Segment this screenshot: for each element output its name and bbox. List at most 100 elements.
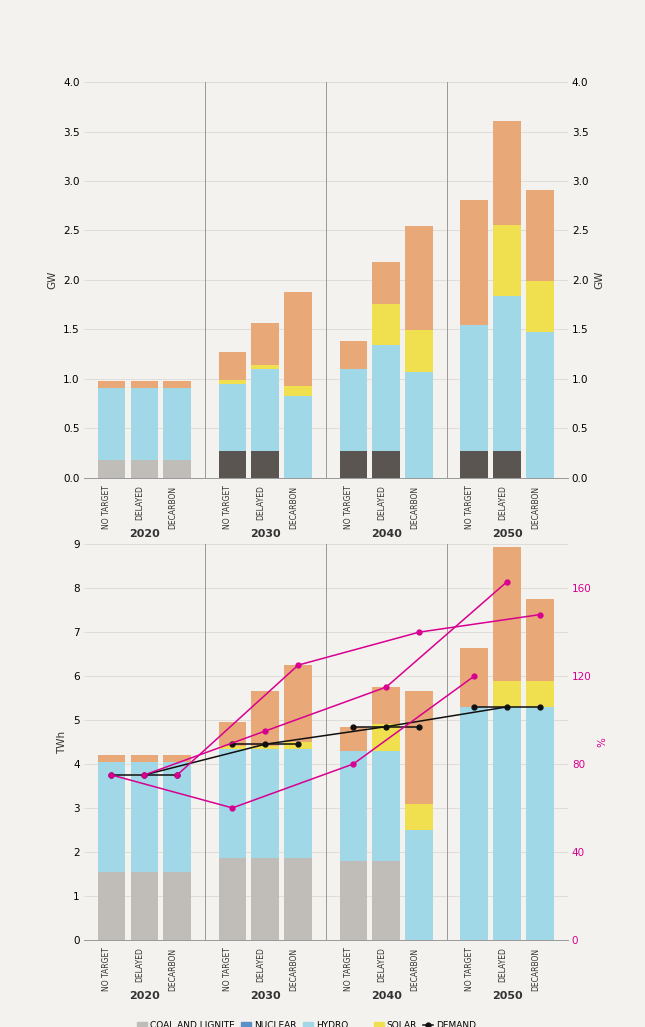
Text: DELAYED: DELAYED	[256, 948, 265, 983]
Text: DELAYED: DELAYED	[135, 486, 144, 521]
Bar	[339, 341, 367, 369]
Bar	[461, 200, 488, 326]
Bar	[461, 451, 488, 478]
Text: DECARBON: DECARBON	[531, 486, 540, 529]
Bar	[252, 859, 279, 940]
Bar	[97, 387, 125, 460]
Bar	[163, 387, 191, 460]
Bar	[284, 749, 312, 859]
Bar	[163, 872, 191, 940]
Bar	[372, 304, 400, 345]
Y-axis label: TWh: TWh	[57, 730, 68, 754]
Bar	[252, 369, 279, 451]
Bar	[526, 681, 554, 707]
Bar	[219, 722, 246, 747]
Bar	[163, 755, 191, 762]
Bar	[252, 365, 279, 369]
Text: NO TARGET: NO TARGET	[103, 948, 112, 991]
Text: NO TARGET: NO TARGET	[465, 948, 474, 991]
Bar	[339, 369, 367, 451]
Text: 2040: 2040	[371, 529, 402, 539]
Bar	[252, 749, 279, 859]
Legend: COAL, LIGNITE / EXISTING, COAL, LIGNITE / NEW, NATURAL GAS / EXISTING, NATURAL G: COAL, LIGNITE / EXISTING, COAL, LIGNITE …	[145, 559, 506, 596]
Bar	[372, 262, 400, 304]
Text: DECARBON: DECARBON	[410, 486, 419, 529]
Text: NO TARGET: NO TARGET	[223, 486, 232, 529]
Bar	[130, 762, 158, 872]
Y-axis label: GW: GW	[48, 271, 57, 289]
Bar	[219, 747, 246, 749]
Bar	[526, 333, 554, 478]
Text: DELAYED: DELAYED	[498, 486, 507, 521]
Bar	[252, 451, 279, 478]
Bar	[219, 451, 246, 478]
Bar	[526, 280, 554, 333]
Text: DELAYED: DELAYED	[377, 486, 386, 521]
Bar	[372, 687, 400, 724]
Bar	[493, 546, 521, 681]
Bar	[405, 372, 433, 478]
Bar	[372, 861, 400, 940]
Text: DELAYED: DELAYED	[135, 948, 144, 983]
Text: 2030: 2030	[250, 529, 281, 539]
Text: NO TARGET: NO TARGET	[344, 486, 353, 529]
Text: DELAYED: DELAYED	[256, 486, 265, 521]
Y-axis label: %: %	[597, 737, 607, 747]
Bar	[97, 755, 125, 762]
Text: NO TARGET: NO TARGET	[465, 486, 474, 529]
Bar	[339, 861, 367, 940]
Bar	[405, 803, 433, 830]
Text: 2030: 2030	[250, 991, 281, 1001]
Text: 2020: 2020	[129, 529, 160, 539]
Bar	[163, 460, 191, 478]
Bar	[284, 385, 312, 395]
Bar	[372, 451, 400, 478]
Bar	[219, 749, 246, 859]
Bar	[97, 460, 125, 478]
Bar	[219, 380, 246, 384]
Bar	[97, 762, 125, 872]
Bar	[405, 830, 433, 940]
Bar	[219, 384, 246, 451]
Text: 2050: 2050	[492, 529, 522, 539]
Bar	[163, 381, 191, 387]
Bar	[97, 381, 125, 387]
Bar	[405, 227, 433, 331]
Bar	[405, 331, 433, 372]
Bar	[219, 859, 246, 940]
Text: NO TARGET: NO TARGET	[103, 486, 112, 529]
Text: 2020: 2020	[129, 991, 160, 1001]
Bar	[130, 460, 158, 478]
Bar	[461, 326, 488, 451]
Bar	[284, 665, 312, 741]
Bar	[493, 451, 521, 478]
Text: DECARBON: DECARBON	[531, 948, 540, 991]
Bar	[493, 681, 521, 707]
Bar	[130, 755, 158, 762]
Bar	[461, 707, 488, 940]
Text: 2050: 2050	[492, 991, 522, 1001]
Text: DECARBON: DECARBON	[168, 948, 177, 991]
Bar	[493, 296, 521, 451]
Bar	[163, 762, 191, 872]
Bar	[284, 741, 312, 749]
Bar	[284, 395, 312, 478]
Bar	[219, 352, 246, 380]
Text: DECARBON: DECARBON	[410, 948, 419, 991]
Bar	[493, 225, 521, 296]
Text: DELAYED: DELAYED	[498, 948, 507, 983]
Text: DECARBON: DECARBON	[289, 486, 298, 529]
Bar	[405, 691, 433, 803]
Bar	[339, 451, 367, 478]
Text: 2040: 2040	[371, 991, 402, 1001]
Bar	[130, 381, 158, 387]
Bar	[372, 751, 400, 861]
Bar	[372, 345, 400, 451]
Bar	[284, 859, 312, 940]
Bar	[97, 872, 125, 940]
Bar	[339, 727, 367, 751]
Text: DECARBON: DECARBON	[289, 948, 298, 991]
Legend: COAL AND LIGNITE, NATURAL GAS, NUCLEAR, HFO/LFO, HYDRO, OTHER RES, SOLAR, WIND, : COAL AND LIGNITE, NATURAL GAS, NUCLEAR, …	[137, 1021, 515, 1027]
Bar	[526, 707, 554, 940]
Bar	[252, 747, 279, 749]
